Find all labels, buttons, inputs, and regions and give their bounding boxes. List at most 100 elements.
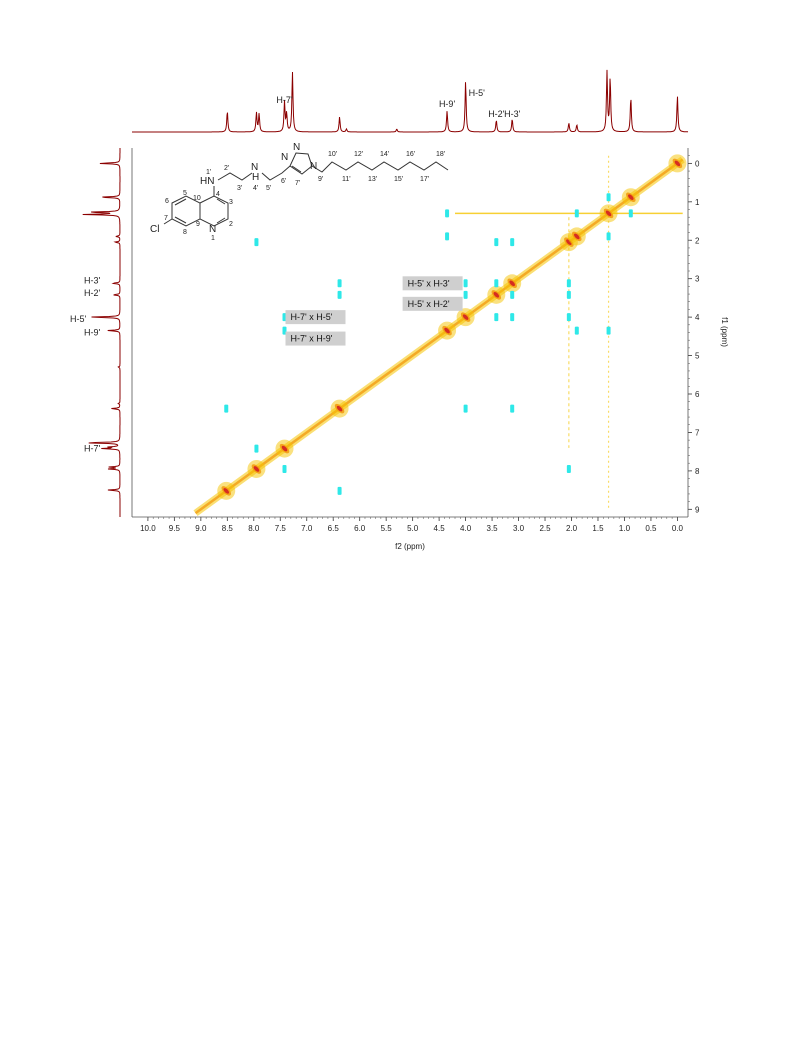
annotation-label: H-5' x H-3': [408, 278, 450, 288]
y-axis: 0 1 2 3 4 5 6 7 8 9: [688, 155, 700, 514]
annotation-box: [402, 296, 463, 311]
cross-peak: [510, 290, 515, 299]
y-tick-label: 9: [695, 505, 700, 514]
num-1p: 1': [206, 169, 211, 176]
cross-peak: [606, 193, 611, 202]
y-tick-label: 7: [695, 428, 700, 437]
num-2: 2: [229, 221, 233, 228]
cross-peak: [606, 326, 611, 335]
cross-peak: [494, 238, 499, 247]
diagonal-peak-core: [574, 233, 580, 240]
top-peak-labels: H-7' H-9' H-5' H-2' H-3': [276, 88, 520, 119]
num-15p: 15': [394, 176, 403, 183]
y-axis-title: f1 (ppm): [720, 317, 729, 347]
triazole-ring: [289, 152, 313, 175]
cross-peak: [254, 238, 259, 247]
diagonal-peak-core: [336, 405, 343, 412]
num-18p: 18': [436, 151, 445, 158]
diagonal-peak-core: [253, 466, 260, 472]
num-17p: 17': [420, 176, 429, 183]
diagonal-peak-core: [462, 314, 469, 320]
left-spectrum-trace: [82, 148, 121, 517]
num-11p: 11': [342, 176, 351, 183]
num-5: 5: [183, 190, 187, 197]
cross-peak: [337, 290, 342, 299]
cross-peak: [494, 279, 499, 288]
x-tick-label: 1.5: [592, 524, 604, 533]
x-tick-label: 7.5: [275, 524, 287, 533]
num-5p: 5': [266, 185, 271, 192]
cross-peak: [566, 464, 571, 473]
y-tick-label: 5: [695, 352, 700, 361]
diagonal-peak-core: [674, 160, 681, 167]
diagonal-peak-core: [281, 445, 288, 452]
cross-peak: [566, 313, 571, 322]
methylene-chain: [261, 165, 291, 181]
num-2p: 2': [224, 165, 229, 172]
annotation-label: H-7' x H-9': [291, 334, 333, 344]
x-tick-label: 9.5: [169, 524, 181, 533]
cross-peak: [574, 326, 579, 335]
left-peak-label: H-3': [84, 275, 101, 285]
x-tick-label: 6.5: [328, 524, 340, 533]
num-13p: 13': [368, 176, 377, 183]
atom-n4: N: [251, 162, 258, 173]
cross-peak: [566, 290, 571, 299]
atom-n-triazole-a: N: [281, 152, 288, 163]
num-9p: 9': [318, 176, 323, 183]
cross-peak: [494, 313, 499, 322]
x-tick-label: 0.0: [672, 524, 684, 533]
annotation-box: [285, 331, 346, 346]
diagonal-peak-core: [566, 239, 572, 245]
cross-peak: [574, 209, 579, 218]
cross-peak: [445, 232, 450, 241]
cross-peak: [566, 279, 571, 288]
left-peak-label: H-7': [84, 444, 101, 454]
x-tick-label: 8.5: [222, 524, 234, 533]
cross-peak: [254, 444, 259, 453]
cross-peak: [463, 290, 468, 299]
x-tick-label: 7.0: [301, 524, 313, 533]
top-peak-label: H-7': [276, 95, 293, 105]
num-12p: 12': [354, 151, 363, 158]
y-tick-label: 4: [695, 313, 700, 322]
diagonal-peak-core: [509, 280, 515, 287]
y-tick-label: 8: [695, 467, 700, 476]
left-peak-label: H-2': [84, 288, 101, 298]
atom-h4: H: [252, 172, 259, 183]
diagonal-peak-core: [628, 194, 634, 200]
structure-labels: HN N H N N N Cl N 1' 2' 3' 4' 5' 6' 7' 9…: [150, 142, 445, 242]
annotation-box: [402, 276, 463, 291]
x-tick-label: 6.0: [354, 524, 366, 533]
num-1: 1: [211, 235, 215, 242]
num-3: 3: [229, 199, 233, 206]
x-tick-label: 8.0: [248, 524, 260, 533]
cross-peak-annotations: H-5' x H-3' H-5' x H-2' H-7' x H-5' H-7' x …: [285, 276, 463, 346]
x-axis-title: f2 (ppm): [395, 542, 425, 551]
cross-peak: [224, 404, 229, 413]
cl-bond: [163, 218, 173, 225]
cross-peak: [445, 209, 450, 218]
x-tick-label: 9.0: [195, 524, 207, 533]
num-8: 8: [183, 229, 187, 236]
num-10: 10: [193, 195, 201, 202]
left-peak-label: H-5': [70, 314, 87, 324]
top-peak-label: H-2': [488, 109, 505, 119]
num-10p: 10': [328, 151, 337, 158]
double-bond: [174, 198, 187, 206]
y-tick-label: 1: [695, 198, 700, 207]
num-6: 6: [165, 198, 169, 205]
num-7p: 7': [295, 180, 300, 187]
atom-n-triazole-b: N: [293, 142, 300, 153]
top-spectrum-trace: [132, 69, 689, 133]
x-axis: 10.0 9.5 9.0 8.5 8.0 7.5 7.0 6.5 6.0 5.5 5.0 4.5 4.0…: [140, 517, 684, 533]
x-tick-label: 2.0: [566, 524, 578, 533]
num-4: 4: [216, 191, 220, 198]
pyridine-ring: [199, 195, 229, 227]
top-peak-label: H-9': [439, 99, 456, 109]
cross-peak: [463, 404, 468, 413]
atom-hn: HN: [200, 176, 214, 187]
x-tick-label: 4.0: [460, 524, 472, 533]
top-proton-spectrum: H-7' H-9' H-5' H-2' H-3': [132, 69, 689, 133]
